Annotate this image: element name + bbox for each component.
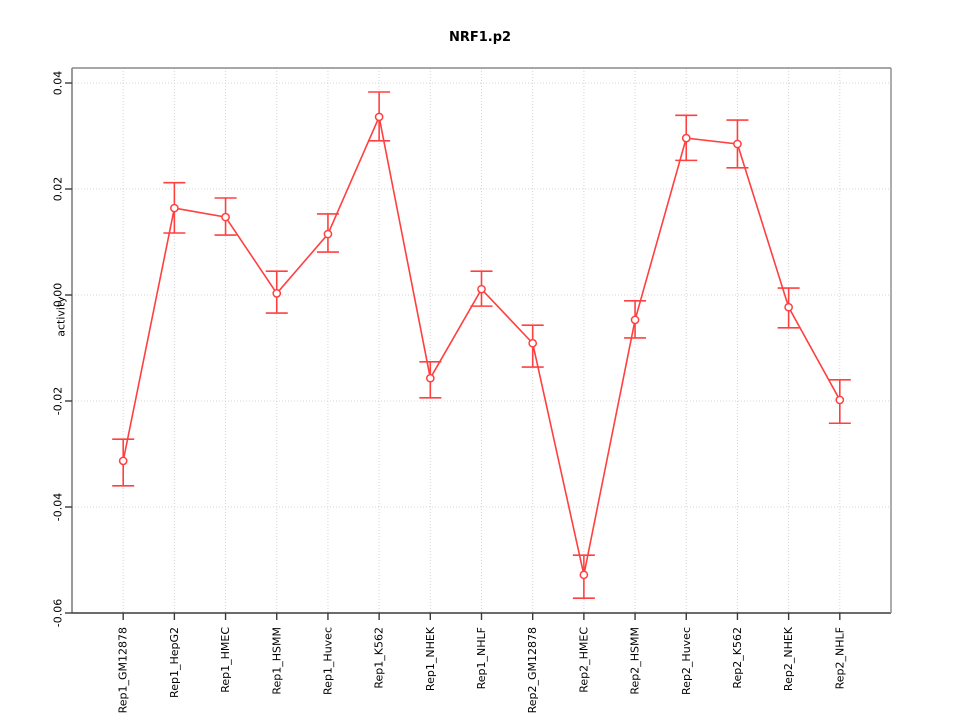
x-axis-tick-label: Rep2_GM12878 xyxy=(526,627,539,713)
x-axis-tick-label: Rep1_NHLF xyxy=(475,627,488,689)
x-axis-tick-label: Rep2_NHEK xyxy=(782,626,795,691)
data-point-marker xyxy=(579,570,589,580)
data-point-marker xyxy=(425,373,435,383)
data-point-marker xyxy=(681,133,691,143)
data-point-marker xyxy=(477,284,486,294)
x-axis-tick-label: Rep2_Huvec xyxy=(680,627,693,695)
data-point-marker xyxy=(528,338,538,348)
grid-lines xyxy=(72,68,891,614)
x-axis-tick-label: Rep1_HMEC xyxy=(219,627,232,693)
y-axis-tick-label: 0.02 xyxy=(52,177,65,202)
data-points xyxy=(118,112,845,580)
y-axis-ticks: 0.04 0.02 0.00 -0.02 -0.04 -0.06 xyxy=(52,71,72,627)
x-axis-tick-label: Rep1_Huvec xyxy=(321,627,334,695)
data-point-marker xyxy=(733,139,742,149)
y-axis-tick-label: 0.04 xyxy=(52,71,65,96)
x-axis-tick-label: Rep1_NHEK xyxy=(424,626,437,691)
y-axis-tick-label: -0.04 xyxy=(52,493,65,521)
x-axis-tick-label: Rep1_HSMM xyxy=(270,627,283,695)
y-axis-tick-label: -0.02 xyxy=(52,387,65,415)
x-axis-tick-label: Rep2_HSMM xyxy=(629,627,642,695)
x-axis-tick-label: Rep2_K562 xyxy=(731,627,744,689)
data-point-marker xyxy=(323,229,333,239)
chart-title: NRF1.p2 xyxy=(448,30,512,45)
data-point-marker xyxy=(170,203,179,213)
data-point-marker xyxy=(374,112,384,122)
data-point-marker xyxy=(272,289,282,298)
x-axis-tick-label: Rep2_NHLF xyxy=(833,627,846,689)
x-axis-tick-label: Rep1_GM12878 xyxy=(117,627,130,713)
data-point-marker xyxy=(630,315,640,325)
y-axis-tick-label: -0.06 xyxy=(52,599,65,627)
data-point-marker xyxy=(221,212,230,222)
x-axis-ticks: Rep1_GM12878 Rep1_HepG2 Rep1_HMEC Rep1_HSMM… xyxy=(117,613,846,713)
x-axis-tick-label: Rep1_HepG2 xyxy=(168,627,181,698)
data-point-marker xyxy=(118,456,128,466)
y-axis-tick-label: 0.00 xyxy=(52,283,65,308)
data-point-marker xyxy=(784,302,793,312)
x-axis-tick-label: Rep1_K562 xyxy=(373,627,386,689)
x-axis-tick-label: Rep2_HMEC xyxy=(577,627,590,693)
data-point-marker xyxy=(835,395,845,405)
